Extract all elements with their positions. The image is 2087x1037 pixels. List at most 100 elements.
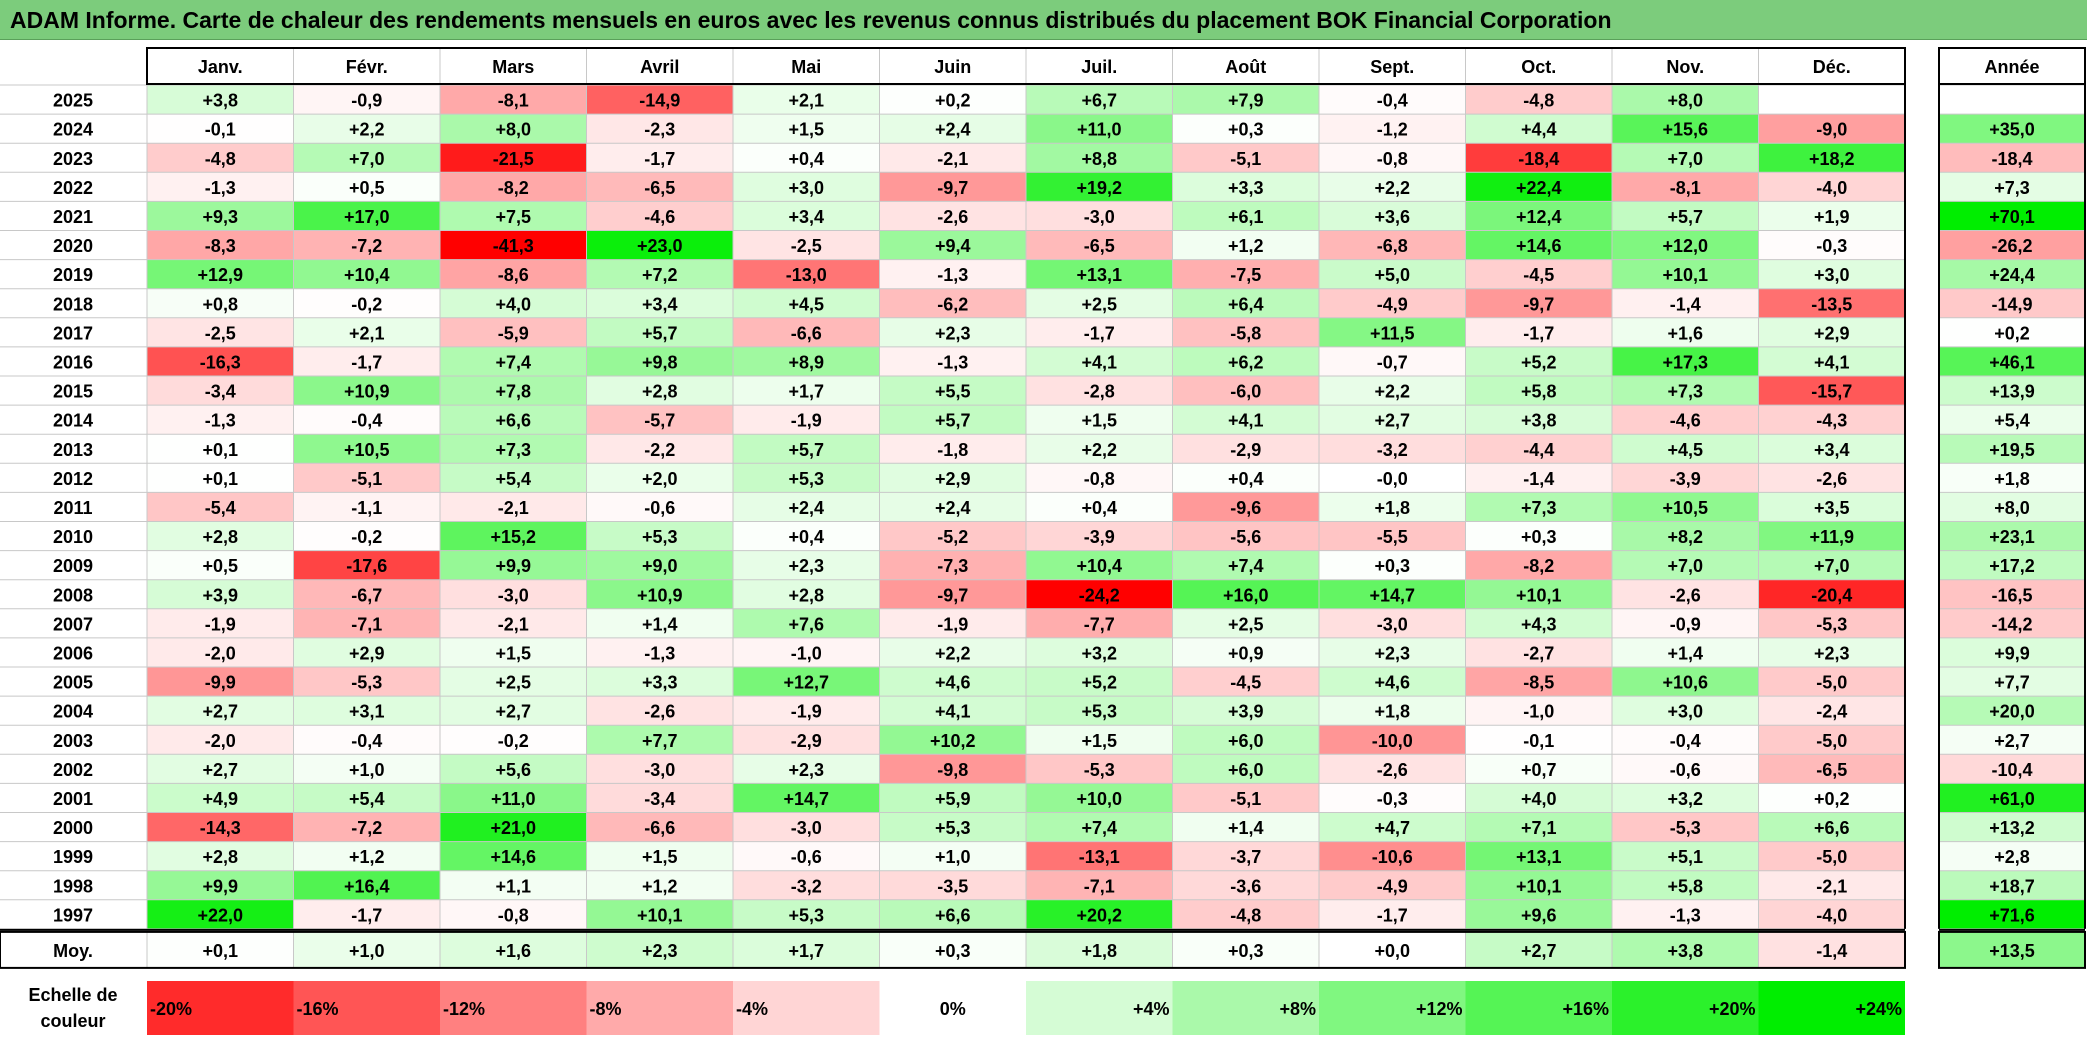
heat-value-2014-3: +6,6 (495, 411, 531, 431)
heat-value-2015-12: -15,7 (1811, 382, 1852, 402)
annual-cell-1998 (1939, 870, 2085, 900)
heat-cell-2005-12 (1758, 667, 1905, 697)
heat-value-2019-8: -7,5 (1230, 265, 1261, 285)
heat-cell-2018-9 (1319, 288, 1466, 318)
heat-value-2015-10: +5,8 (1521, 382, 1557, 402)
heat-value-2006-2: +2,9 (349, 643, 385, 663)
scale-label-5: -4% (736, 999, 768, 1019)
heat-cell-2010-8 (1172, 521, 1319, 551)
heat-cell-2015-5 (733, 376, 880, 406)
heat-value-2023-10: -18,4 (1518, 149, 1559, 169)
heat-value-2005-1: -9,9 (205, 673, 236, 693)
heat-cell-2019-2 (293, 259, 440, 289)
heat-cell-2014-8 (1172, 405, 1319, 435)
heat-cell-2023-6 (879, 143, 1026, 173)
heat-cell-2003-5 (733, 725, 880, 755)
heat-value-2022-4: -6,5 (644, 178, 675, 198)
heat-cell-2008-10 (1465, 579, 1612, 609)
heat-value-2024-5: +1,5 (788, 120, 824, 140)
heat-cell-2014-7 (1026, 405, 1173, 435)
grid-lines (0, 47, 2086, 969)
heat-cell-2002-12 (1758, 754, 1905, 784)
heat-value-2004-5: -1,9 (791, 702, 822, 722)
heat-value-2012-5: +5,3 (788, 469, 824, 489)
heat-cell-1999-4 (586, 841, 733, 871)
heat-cell-2024-9 (1319, 114, 1466, 144)
heat-value-2022-9: +2,2 (1374, 178, 1410, 198)
heat-cell-2018-12 (1758, 288, 1905, 318)
heat-cell-2024-11 (1612, 114, 1759, 144)
heat-cell-2025-3 (440, 85, 587, 115)
heat-value-2007-8: +2,5 (1228, 614, 1264, 634)
heat-cell-2000-7 (1026, 812, 1173, 842)
heat-value-2005-8: -4,5 (1230, 673, 1261, 693)
row-label-2007: 2007 (53, 614, 93, 634)
heat-value-2015-3: +7,8 (495, 382, 531, 402)
heat-value-2017-12: +2,9 (1814, 323, 1850, 343)
heat-value-2006-1: -2,0 (205, 643, 236, 663)
heat-cell-2009-6 (879, 550, 1026, 580)
heat-cell-2023-3 (440, 143, 587, 173)
heat-cell-2021-11 (1612, 201, 1759, 231)
heat-cell-2006-4 (586, 637, 733, 667)
avg-label: Moy. (53, 941, 93, 961)
heat-cell-2000-10 (1465, 812, 1612, 842)
heat-value-2006-3: +1,5 (495, 643, 531, 663)
heat-value-2025-10: -4,8 (1523, 91, 1554, 111)
heat-value-2012-2: -5,1 (351, 469, 382, 489)
heat-cell-2004-8 (1172, 696, 1319, 726)
heat-cell-2011-8 (1172, 492, 1319, 522)
heat-value-2012-7: -0,8 (1084, 469, 1115, 489)
heat-value-2024-8: +0,3 (1228, 120, 1264, 140)
row-label-2004: 2004 (53, 702, 93, 722)
heat-value-2016-5: +8,9 (788, 352, 824, 372)
heat-cell-2000-5 (733, 812, 880, 842)
annual-value-2006: +9,9 (1994, 643, 2030, 663)
heat-value-2009-7: +10,4 (1076, 556, 1122, 576)
heat-value-2000-11: -5,3 (1670, 818, 1701, 838)
heat-cell-2013-2 (293, 434, 440, 464)
heat-cell-2015-1 (147, 376, 294, 406)
heat-cell-2015-7 (1026, 376, 1173, 406)
heat-cell-1999-2 (293, 841, 440, 871)
heat-value-2013-10: -4,4 (1523, 440, 1554, 460)
heat-cell-2022-9 (1319, 172, 1466, 202)
scale-swatch-8 (1172, 981, 1319, 1035)
heat-value-2005-6: +4,6 (935, 673, 971, 693)
heat-cell-1998-12 (1758, 870, 1905, 900)
heat-value-2008-10: +10,1 (1516, 585, 1562, 605)
heat-value-2024-4: -2,3 (644, 120, 675, 140)
heat-value-2007-1: -1,9 (205, 614, 236, 634)
heat-value-2020-8: +1,2 (1228, 236, 1264, 256)
heat-cell-2007-9 (1319, 608, 1466, 638)
heat-cell-2007-4 (586, 608, 733, 638)
heat-cell-2009-10 (1465, 550, 1612, 580)
heat-cell-2018-10 (1465, 288, 1612, 318)
heat-cell-1998-9 (1319, 870, 1466, 900)
heat-value-1999-8: -3,7 (1230, 847, 1261, 867)
heat-value-2004-12: -2,4 (1816, 702, 1847, 722)
heat-value-1997-5: +5,3 (788, 905, 824, 925)
heat-value-2014-7: +1,5 (1081, 411, 1117, 431)
row-label-2023: 2023 (53, 149, 93, 169)
heat-cell-2025-10 (1465, 85, 1612, 115)
heat-cell-2004-7 (1026, 696, 1173, 726)
heat-value-2005-5: +12,7 (783, 673, 829, 693)
avg-cell-6 (879, 931, 1026, 968)
heat-cell-1997-5 (733, 899, 880, 929)
heat-value-2023-11: +7,0 (1667, 149, 1703, 169)
heat-value-2019-10: -4,5 (1523, 265, 1554, 285)
heat-value-2019-7: +13,1 (1076, 265, 1122, 285)
heat-value-2016-10: +5,2 (1521, 352, 1557, 372)
heat-value-2016-1: -16,3 (200, 352, 241, 372)
heat-value-2003-9: -10,0 (1372, 731, 1413, 751)
heat-cell-2012-11 (1612, 463, 1759, 493)
heat-cell-2024-3 (440, 114, 587, 144)
heat-cell-2002-3 (440, 754, 587, 784)
heat-value-2011-4: -0,6 (644, 498, 675, 518)
heat-value-2023-6: -2,1 (937, 149, 968, 169)
heat-cell-2012-10 (1465, 463, 1612, 493)
row-label-2005: 2005 (53, 673, 93, 693)
heat-cell-1997-11 (1612, 899, 1759, 929)
heat-cell-2008-5 (733, 579, 880, 609)
